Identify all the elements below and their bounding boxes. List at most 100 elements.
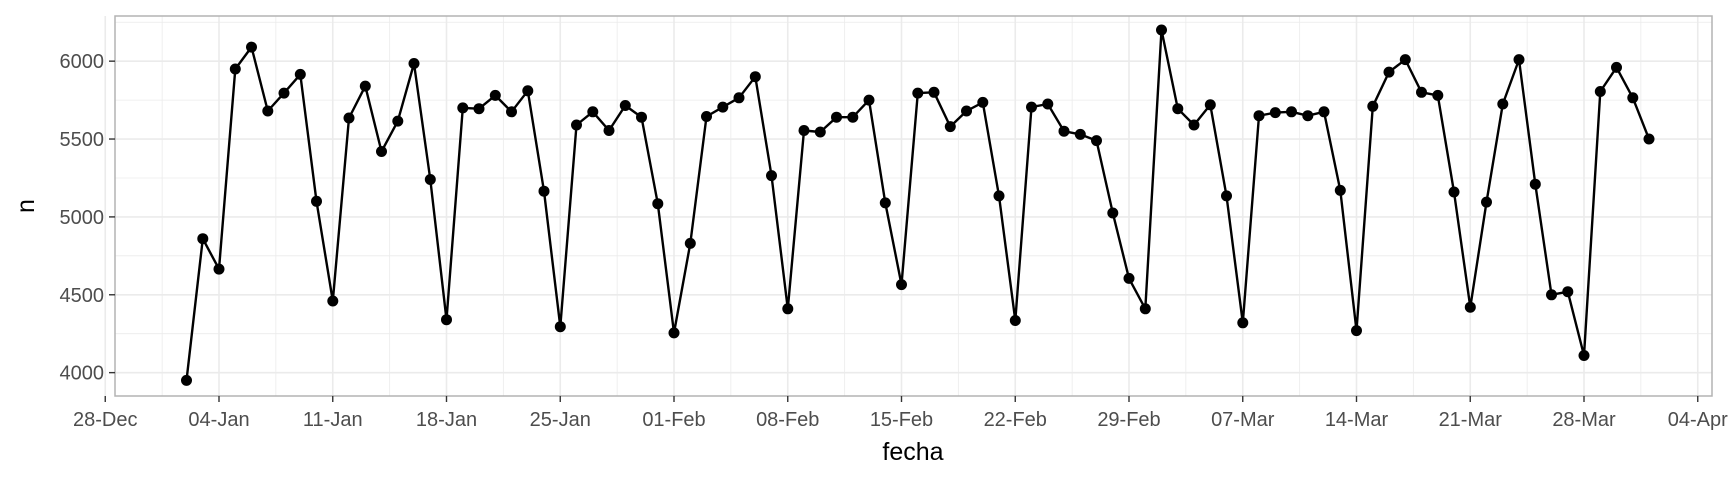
axis-ticks: [104, 60, 1699, 402]
data-point: [1464, 301, 1476, 313]
data-point: [1643, 133, 1655, 145]
data-point: [1107, 207, 1119, 219]
data-point: [1594, 86, 1606, 97]
data-point: [489, 89, 501, 101]
data-point: [652, 198, 664, 210]
data-point: [1383, 66, 1395, 78]
data-point: [717, 101, 729, 113]
data-point: [213, 263, 225, 275]
x-tick-label: 28-Dec: [73, 409, 137, 431]
data-point: [1172, 103, 1184, 115]
data-point: [782, 303, 794, 315]
data-point: [408, 58, 420, 69]
data-point: [879, 197, 891, 209]
data-point: [1513, 54, 1525, 66]
data-point: [1497, 98, 1509, 110]
data-point: [603, 125, 615, 136]
x-tick-labels: 28-Dec 04-Jan 11-Jan 18-Jan 25-Jan 01-Feb 08-F…: [73, 409, 1728, 431]
x-tick-label: 04-Apr: [1668, 409, 1728, 431]
x-tick-label: 15-Feb: [870, 409, 933, 431]
data-point: [327, 295, 339, 307]
data-point: [831, 111, 842, 123]
data-point: [392, 115, 404, 127]
data-point: [1481, 196, 1492, 208]
y-tick-label: 5000: [60, 207, 105, 229]
data-point: [896, 279, 907, 291]
data-point: [506, 106, 517, 118]
x-tick-label: 22-Feb: [984, 409, 1047, 431]
data-point: [1221, 190, 1232, 202]
data-point: [993, 190, 1005, 202]
data-point: [1286, 106, 1297, 118]
data-point: [1074, 128, 1086, 140]
data-point: [684, 237, 696, 249]
data-point: [181, 374, 192, 386]
data-point: [863, 94, 875, 106]
data-point: [571, 119, 582, 131]
data-point: [912, 87, 924, 99]
data-point: [1091, 135, 1102, 147]
data-point: [1351, 325, 1362, 337]
data-point: [1156, 24, 1167, 36]
data-point: [294, 68, 306, 80]
data-point: [554, 321, 566, 333]
data-point: [457, 102, 469, 114]
series-line: [185, 28, 1651, 381]
data-point: [749, 71, 761, 83]
x-tick-label: 29-Feb: [1097, 409, 1160, 431]
data-point: [847, 111, 859, 123]
data-point: [359, 80, 371, 92]
data-point: [1432, 89, 1444, 101]
x-tick-label: 08-Feb: [756, 409, 819, 431]
data-point: [1188, 119, 1200, 131]
data-point: [424, 174, 436, 185]
x-tick-label: 07-Mar: [1211, 409, 1275, 431]
panel-border: [114, 15, 1713, 397]
data-point: [668, 327, 680, 339]
data-point: [229, 63, 241, 75]
data-point: [1318, 106, 1330, 118]
data-point: [1399, 54, 1411, 66]
data-point: [977, 96, 989, 108]
x-tick-label: 25-Jan: [530, 409, 591, 431]
data-point: [798, 125, 810, 136]
data-point: [1578, 350, 1590, 361]
data-point: [1237, 317, 1249, 329]
data-point: [636, 111, 647, 123]
data-point: [376, 146, 387, 157]
x-tick-label: 28-Mar: [1552, 409, 1616, 431]
x-tick-label: 11-Jan: [303, 409, 363, 431]
data-point: [928, 86, 940, 98]
y-tick-label: 4000: [60, 363, 105, 385]
data-point: [1302, 110, 1314, 122]
data-point: [473, 103, 485, 115]
data-point: [1334, 184, 1346, 196]
x-tick-label: 14-Mar: [1325, 409, 1389, 431]
y-tick-label: 6000: [60, 51, 105, 73]
data-point: [1253, 110, 1265, 122]
y-axis-title: n: [12, 199, 40, 213]
data-point: [538, 185, 550, 197]
data-point: [197, 233, 209, 245]
data-point: [1009, 315, 1021, 326]
data-point: [1269, 107, 1281, 119]
data-point: [701, 111, 712, 122]
x-tick-label: 21-Mar: [1439, 409, 1503, 431]
data-point: [246, 41, 257, 53]
data-points: [181, 24, 1655, 386]
data-point: [1562, 286, 1574, 298]
data-point: [1026, 101, 1037, 113]
data-point: [814, 126, 826, 138]
data-point: [278, 87, 290, 99]
minor-gridlines: [115, 16, 1712, 396]
data-point: [1546, 289, 1557, 301]
y-tick-label: 4500: [60, 285, 105, 307]
data-point: [733, 92, 745, 104]
data-point: [1139, 303, 1151, 315]
data-point: [1058, 125, 1070, 137]
data-point: [262, 105, 274, 117]
data-point: [1529, 178, 1541, 190]
x-tick-label: 01-Feb: [642, 409, 705, 431]
data-point: [441, 314, 452, 326]
